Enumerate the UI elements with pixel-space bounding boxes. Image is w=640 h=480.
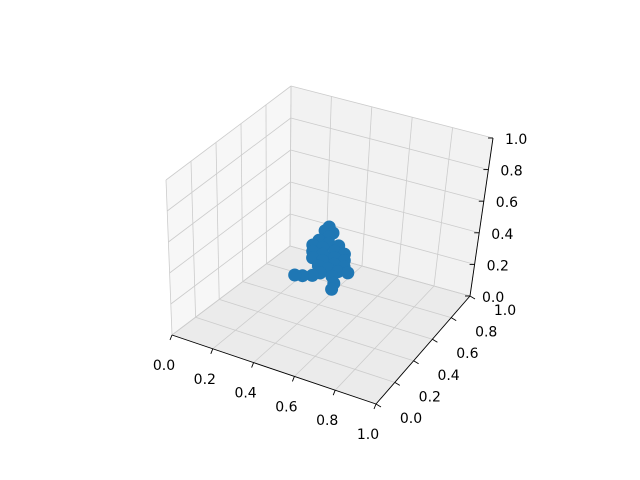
y-tick-0	[375, 403, 382, 408]
grid-back-z-2	[290, 181, 480, 234]
grid-floor-y-2	[219, 299, 414, 362]
y-axis-line	[375, 295, 471, 405]
grid-back-z-4	[290, 117, 489, 170]
x-tick-label-5: 1.0	[357, 427, 379, 443]
axis-lines	[169, 137, 494, 410]
x-tick-label-0: 0.0	[153, 358, 175, 374]
grid-back-x-2	[361, 106, 373, 267]
y-tick-label-4: 0.8	[475, 325, 497, 341]
x-tick-3	[291, 376, 295, 382]
grid-back-z-1	[290, 213, 475, 265]
z-tick-label-3: 0.6	[496, 195, 518, 211]
grid-floor-x-3	[294, 275, 399, 377]
grid-left-z-4	[166, 117, 292, 212]
y-tick-4	[450, 317, 457, 321]
scatter-point-0-26	[325, 282, 339, 296]
grid-floor-y-3	[242, 281, 433, 340]
x-axis-line	[171, 334, 377, 405]
scatter-points	[288, 220, 355, 296]
x-tick-label-4: 0.8	[316, 413, 338, 429]
grid-left-z-2	[169, 181, 291, 274]
y-tick-label-0: 0.0	[400, 411, 422, 427]
grid-back-z-5	[290, 85, 494, 139]
floor-pane	[172, 246, 470, 404]
x-tick-label-3: 0.6	[275, 399, 297, 415]
grid-left-y-5	[289, 85, 292, 247]
scatter-point-0-27	[305, 268, 319, 282]
z-tick-label-5: 1.0	[505, 132, 527, 148]
y-tick-2	[413, 360, 419, 365]
grid-floor-x-2	[253, 265, 363, 363]
x-tick-5	[373, 403, 377, 410]
scatter-point-0-22	[341, 266, 355, 280]
grid-left-z-3	[168, 149, 291, 243]
grid-floor-x-4	[334, 285, 435, 391]
x-tick-label-1: 0.2	[194, 372, 216, 388]
y-tick-label-5: 1.0	[494, 303, 516, 319]
grid-floor-y-1	[195, 316, 395, 383]
left-pane	[166, 86, 291, 335]
grid-left-z-0	[171, 245, 291, 336]
grid-back-x-4	[433, 127, 453, 287]
tick-labels: 0.0 0.0 0.0 0.2 0.2 0.2 0.4 0.4 0.4 0.6 0.6 0.6 0.8 0…	[153, 132, 527, 443]
z-tick-label-1: 0.2	[487, 258, 509, 274]
grid-left-z-1	[170, 213, 291, 305]
grid-left-z-5	[165, 85, 292, 181]
z-tick-label-4: 0.8	[500, 164, 522, 180]
y-tick-label-2: 0.4	[437, 368, 459, 384]
x-tick-0	[169, 334, 173, 341]
scatter-point-0-29	[288, 268, 302, 282]
y-tick-1	[394, 382, 401, 386]
x-tick-2	[251, 362, 255, 368]
y-tick-3	[432, 338, 438, 343]
y-tick-5	[469, 295, 476, 300]
z-tick-label-0: 0.0	[482, 290, 504, 306]
x-tick-1	[210, 348, 214, 354]
grid-left-y-1	[190, 161, 196, 318]
y-tick-label-1: 0.2	[419, 389, 441, 405]
y-tick-label-3: 0.6	[456, 346, 478, 362]
z-tick-label-2: 0.4	[491, 227, 513, 243]
grid-left-y-3	[240, 123, 244, 282]
grid-left-y-2	[215, 142, 220, 300]
grid-back-z-3	[290, 149, 484, 202]
x-tick-label-2: 0.4	[234, 386, 256, 402]
grid-left-y-0	[165, 179, 173, 336]
grid-back-x-3	[397, 117, 413, 277]
z-axis-line	[469, 137, 494, 297]
x-tick-4	[332, 390, 336, 396]
